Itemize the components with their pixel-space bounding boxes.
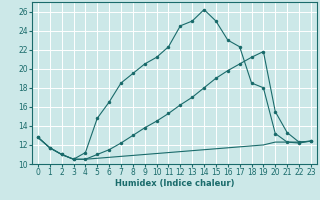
X-axis label: Humidex (Indice chaleur): Humidex (Indice chaleur) bbox=[115, 179, 234, 188]
